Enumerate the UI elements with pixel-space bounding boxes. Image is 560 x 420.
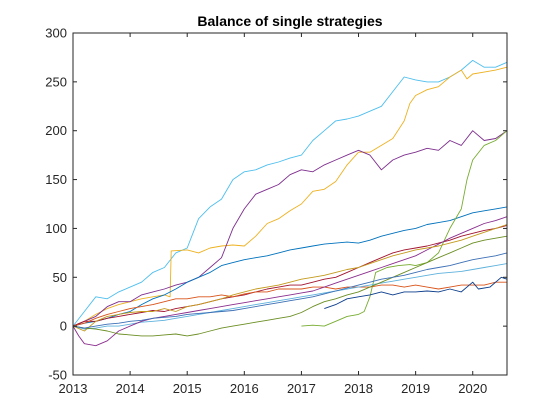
series-line-13 [72,252,508,329]
y-tick-label: 100 [45,221,67,236]
x-tick-label: 2013 [59,381,88,396]
series-line-1 [72,59,508,327]
series-line-12 [72,235,508,337]
series-line-6 [301,130,508,327]
series-line-3 [72,130,508,327]
y-tick-label: -50 [48,368,67,383]
y-tick-label: 250 [45,74,67,89]
x-tick-label: 2019 [401,381,430,396]
x-tick-label: 2018 [344,381,373,396]
series-line-11 [72,224,508,332]
axes-layer: 2013 2014 2015 2016 2017 2018 2019 2020 -50 0 50 10… [45,26,508,396]
y-tick-label: 0 [60,319,67,334]
series-line-4 [72,206,508,327]
series-layer [72,59,508,347]
series-line-2 [72,66,508,327]
x-tick-label: 2017 [287,381,316,396]
y-tick-label: 150 [45,172,67,187]
x-tick-label: 2020 [458,381,487,396]
y-tick-label: 300 [45,26,67,41]
y-tick-label: 200 [45,123,67,138]
x-tick-label: 2016 [230,381,259,396]
x-tick-label: 2015 [173,381,202,396]
plot-area-frame [72,32,508,376]
series-line-9 [72,263,508,330]
chart-title: Balance of single strategies [197,13,382,29]
series-line-7 [72,281,507,327]
series-line-8 [324,276,508,310]
y-tick-label: 50 [53,270,67,285]
x-tick-label: 2014 [116,381,145,396]
